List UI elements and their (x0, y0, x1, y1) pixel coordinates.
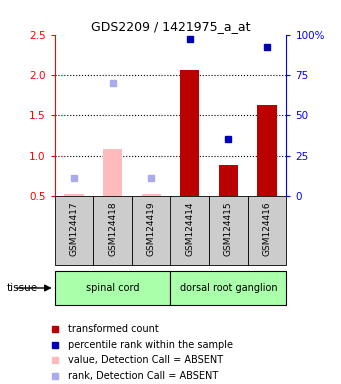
Bar (209, 196, 248, 265)
Text: percentile rank within the sample: percentile rank within the sample (68, 339, 233, 349)
Bar (180, 70, 199, 196)
Text: GSM124415: GSM124415 (224, 201, 233, 256)
Text: rank, Detection Call = ABSENT: rank, Detection Call = ABSENT (68, 371, 219, 381)
Text: transformed count: transformed count (68, 324, 159, 334)
Bar (93, 196, 132, 265)
Bar (55, 271, 170, 305)
Title: GDS2209 / 1421975_a_at: GDS2209 / 1421975_a_at (91, 20, 250, 33)
Bar (103, 149, 122, 196)
Text: GSM124417: GSM124417 (69, 201, 78, 256)
Bar (170, 271, 286, 305)
Bar (132, 196, 170, 265)
Bar (64, 194, 84, 196)
Text: dorsal root ganglion: dorsal root ganglion (180, 283, 277, 293)
Bar (170, 196, 209, 265)
Bar (142, 194, 161, 196)
Text: spinal cord: spinal cord (86, 283, 139, 293)
Bar (248, 196, 286, 265)
Bar (219, 165, 238, 196)
Text: GSM124418: GSM124418 (108, 201, 117, 256)
Text: GSM124416: GSM124416 (263, 201, 272, 256)
Text: value, Detection Call = ABSENT: value, Detection Call = ABSENT (68, 356, 223, 366)
Text: GSM124419: GSM124419 (147, 201, 156, 256)
Bar (257, 105, 277, 196)
Text: GSM124414: GSM124414 (185, 201, 194, 256)
Text: tissue: tissue (7, 283, 38, 293)
Bar (55, 196, 93, 265)
